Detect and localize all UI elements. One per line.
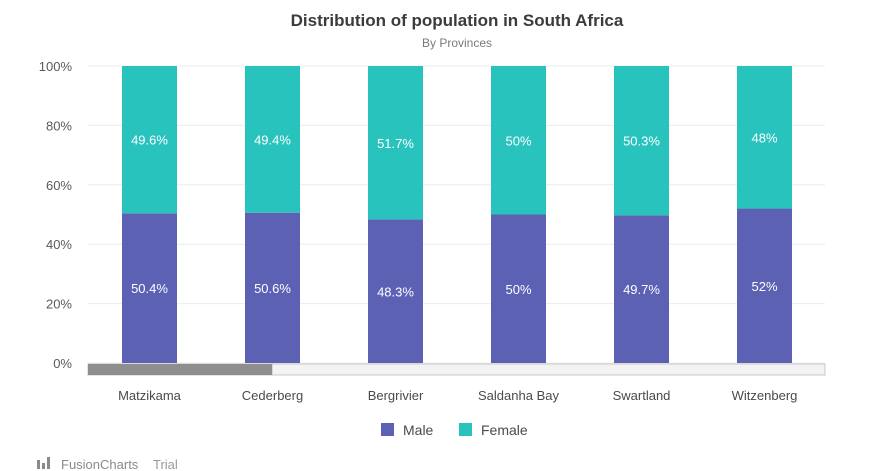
scrollbar-thumb[interactable] [88, 364, 273, 375]
legend-item-female[interactable]: Female [459, 422, 528, 438]
x-tick-label: Swartland [613, 388, 671, 403]
data-label: 50% [505, 133, 531, 148]
brand-trial: Trial [153, 457, 178, 471]
bar-male-4[interactable] [614, 215, 669, 363]
legend-swatch [381, 423, 394, 436]
bar-female-3[interactable] [491, 66, 546, 215]
y-tick-label: 100% [39, 59, 73, 74]
bar-male-0[interactable] [122, 213, 177, 363]
data-label: 50.6% [254, 281, 291, 296]
data-label: 48% [751, 130, 777, 145]
legend-label: Female [481, 422, 528, 438]
x-tick-label: Matzikama [118, 388, 182, 403]
chart-subtitle: By Provinces [422, 36, 492, 50]
data-label: 50.3% [623, 134, 660, 149]
bar-female-4[interactable] [614, 66, 669, 216]
data-label: 52% [751, 279, 777, 294]
bar-female-0[interactable] [122, 66, 177, 214]
bar-male-2[interactable] [368, 219, 423, 363]
chart-title: Distribution of population in South Afri… [291, 11, 624, 30]
y-tick-label: 40% [46, 237, 72, 252]
data-label: 49.7% [623, 282, 660, 297]
legend-swatch [459, 423, 472, 436]
bars-group: 50.4% 49.6% 50.6% 49.4% 48.3% 51.7% 50% 50% 49.7… [122, 66, 792, 363]
bar-male-1[interactable] [245, 212, 300, 363]
y-tick-label: 0% [53, 356, 72, 371]
legend-item-male[interactable]: Male [381, 422, 434, 438]
branding: FusionCharts Trial [37, 457, 178, 471]
scrollbar[interactable] [87, 363, 826, 376]
legend: Male Female [381, 422, 528, 438]
grid-lines [88, 65, 825, 364]
x-axis: Matzikama Cederberg Bergrivier Saldanha Bay… [118, 388, 797, 403]
data-label: 50.4% [131, 281, 168, 296]
legend-label: Male [403, 422, 434, 438]
bar-female-1[interactable] [245, 66, 300, 213]
y-axis: 0% 20% 40% 60% 80% 100% [39, 59, 73, 371]
data-label: 49.4% [254, 132, 291, 147]
data-label: 51.7% [377, 136, 414, 151]
x-tick-label: Witzenberg [732, 388, 798, 403]
data-label: 48.3% [377, 284, 414, 299]
x-tick-label: Cederberg [242, 388, 303, 403]
bar-female-5[interactable] [737, 66, 792, 209]
x-tick-label: Saldanha Bay [478, 388, 559, 403]
y-tick-label: 80% [46, 118, 72, 133]
data-label: 50% [505, 282, 531, 297]
bar-male-5[interactable] [737, 208, 792, 363]
fusioncharts-logo-icon [37, 457, 50, 469]
y-tick-label: 20% [46, 297, 72, 312]
data-label: 49.6% [131, 133, 168, 148]
bar-female-2[interactable] [368, 66, 423, 220]
y-tick-label: 60% [46, 178, 72, 193]
x-tick-label: Bergrivier [368, 388, 424, 403]
bar-male-3[interactable] [491, 214, 546, 364]
brand-name: FusionCharts [61, 457, 139, 471]
